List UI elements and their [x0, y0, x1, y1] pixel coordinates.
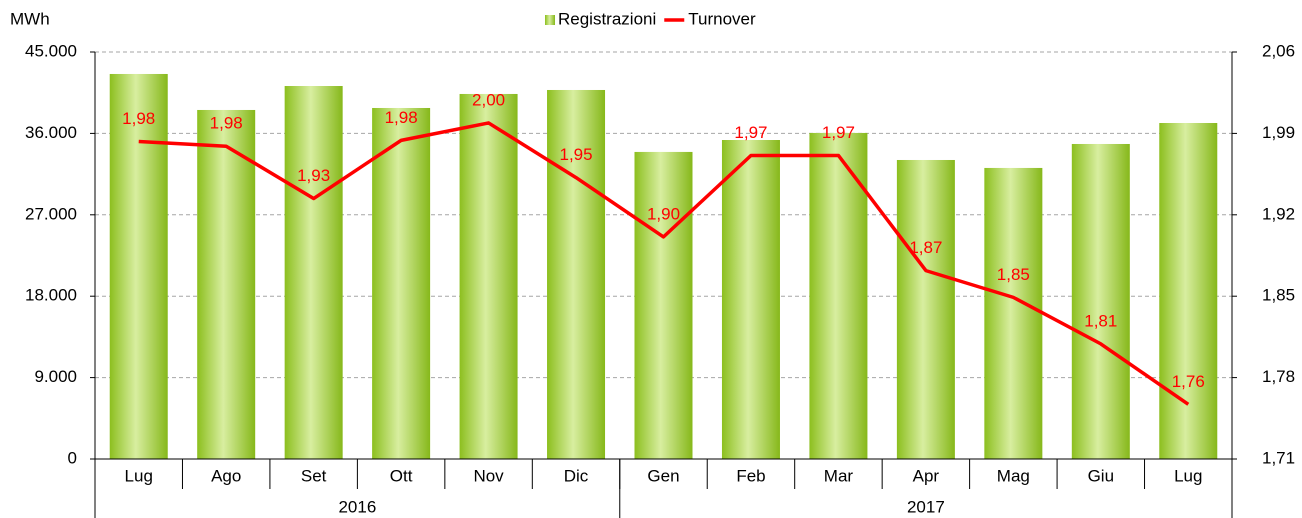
x-tick-label: Gen [647, 466, 679, 485]
x-tick-label: Dic [564, 466, 589, 485]
y-tick-label: 0 [68, 448, 77, 467]
bar [197, 109, 256, 460]
y2-tick-label: 1,78 [1262, 367, 1295, 386]
bar [721, 140, 780, 459]
y2-tick-label: 1,99 [1262, 123, 1295, 142]
legend-label: Turnover [688, 9, 756, 28]
group-label: 2016 [338, 497, 376, 516]
legend-label: Registrazioni [558, 9, 656, 28]
bar [547, 89, 606, 459]
data-label: 1,98 [122, 109, 155, 128]
legend-swatch [545, 15, 555, 25]
bar [1159, 122, 1218, 459]
y-tick-label: 18.000 [25, 286, 77, 305]
bar [1071, 143, 1130, 459]
x-tick-label: Set [301, 466, 327, 485]
data-label: 1,93 [297, 166, 330, 185]
x-tick-label: Ago [211, 466, 241, 485]
x-tick-label: Lug [1174, 466, 1202, 485]
bar [459, 93, 518, 460]
x-tick-label: Giu [1088, 466, 1114, 485]
data-label: 1,76 [1172, 372, 1205, 391]
bar [984, 167, 1043, 460]
y2-tick-label: 1,85 [1262, 286, 1295, 305]
y2-tick-label: 2,06 [1262, 41, 1295, 60]
x-tick-label: Ott [390, 466, 413, 485]
x-tick-label: Mag [997, 466, 1030, 485]
bar [109, 73, 168, 459]
data-label: 1,97 [734, 123, 767, 142]
y2-tick-label: 1,71 [1262, 448, 1295, 467]
data-label: 1,87 [909, 238, 942, 257]
y-tick-label: 36.000 [25, 123, 77, 142]
bar [634, 151, 693, 460]
y-axis-label: MWh [10, 9, 50, 28]
x-tick-label: Lug [125, 466, 153, 485]
y-tick-label: 45.000 [25, 41, 77, 60]
y-tick-label: 27.000 [25, 204, 77, 223]
x-tick-label: Feb [736, 466, 765, 485]
data-label: 1,81 [1084, 311, 1117, 330]
data-label: 1,90 [647, 204, 680, 223]
bar [896, 159, 955, 459]
data-label: 1,95 [559, 145, 592, 164]
data-label: 2,00 [472, 90, 505, 109]
x-tick-label: Nov [473, 466, 504, 485]
line [138, 121, 1190, 406]
y-tick-label: 9.000 [34, 367, 77, 386]
x-tick-label: Mar [824, 466, 854, 485]
y2-tick-label: 1,92 [1262, 204, 1295, 223]
bar [372, 107, 431, 459]
data-label: 1,85 [997, 265, 1030, 284]
bar [809, 132, 868, 459]
data-label: 1,98 [385, 108, 418, 127]
data-label: 1,97 [822, 123, 855, 142]
x-tick-label: Apr [913, 466, 940, 485]
bar [284, 86, 343, 459]
data-label: 1,98 [210, 114, 243, 133]
group-label: 2017 [907, 497, 945, 516]
